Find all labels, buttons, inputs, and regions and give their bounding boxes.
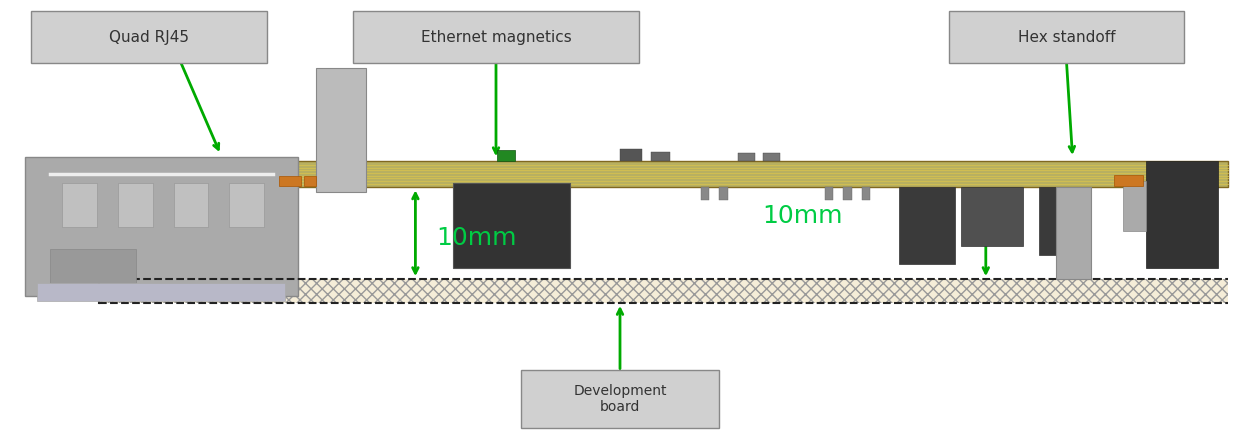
Bar bbox=[763, 153, 780, 161]
Bar bbox=[25, 157, 298, 296]
Bar bbox=[899, 187, 955, 264]
Text: Quad RJ45: Quad RJ45 bbox=[109, 30, 188, 44]
FancyBboxPatch shape bbox=[521, 369, 719, 428]
Bar bbox=[961, 187, 1023, 246]
Bar bbox=[701, 187, 709, 200]
FancyBboxPatch shape bbox=[949, 11, 1184, 63]
Bar bbox=[229, 183, 264, 227]
Bar bbox=[1039, 187, 1086, 255]
Bar bbox=[719, 187, 728, 200]
Bar bbox=[1123, 181, 1146, 231]
Bar bbox=[1056, 187, 1091, 279]
Text: 10mm: 10mm bbox=[436, 225, 517, 250]
Text: Hex standoff: Hex standoff bbox=[1018, 30, 1115, 44]
FancyBboxPatch shape bbox=[353, 11, 639, 63]
Bar bbox=[843, 187, 852, 200]
Bar bbox=[620, 149, 642, 161]
Bar bbox=[279, 176, 301, 186]
Bar bbox=[174, 183, 208, 227]
Bar bbox=[74, 161, 1228, 187]
Bar bbox=[1114, 175, 1143, 186]
Bar bbox=[316, 68, 366, 192]
Bar bbox=[37, 283, 285, 301]
Bar bbox=[118, 183, 153, 227]
Bar bbox=[862, 187, 870, 200]
Text: Development
board: Development board bbox=[573, 384, 667, 414]
Bar bbox=[62, 183, 97, 227]
Bar bbox=[738, 153, 755, 161]
Bar bbox=[50, 249, 136, 283]
Bar bbox=[825, 187, 833, 200]
FancyBboxPatch shape bbox=[31, 11, 267, 63]
Text: 10mm: 10mm bbox=[763, 204, 843, 228]
Text: Ethernet magnetics: Ethernet magnetics bbox=[420, 30, 572, 44]
Bar bbox=[304, 176, 316, 186]
Bar bbox=[497, 150, 515, 161]
Bar bbox=[453, 183, 570, 268]
Bar bbox=[651, 152, 670, 161]
Bar bbox=[1146, 161, 1218, 268]
Bar bbox=[99, 279, 1228, 303]
